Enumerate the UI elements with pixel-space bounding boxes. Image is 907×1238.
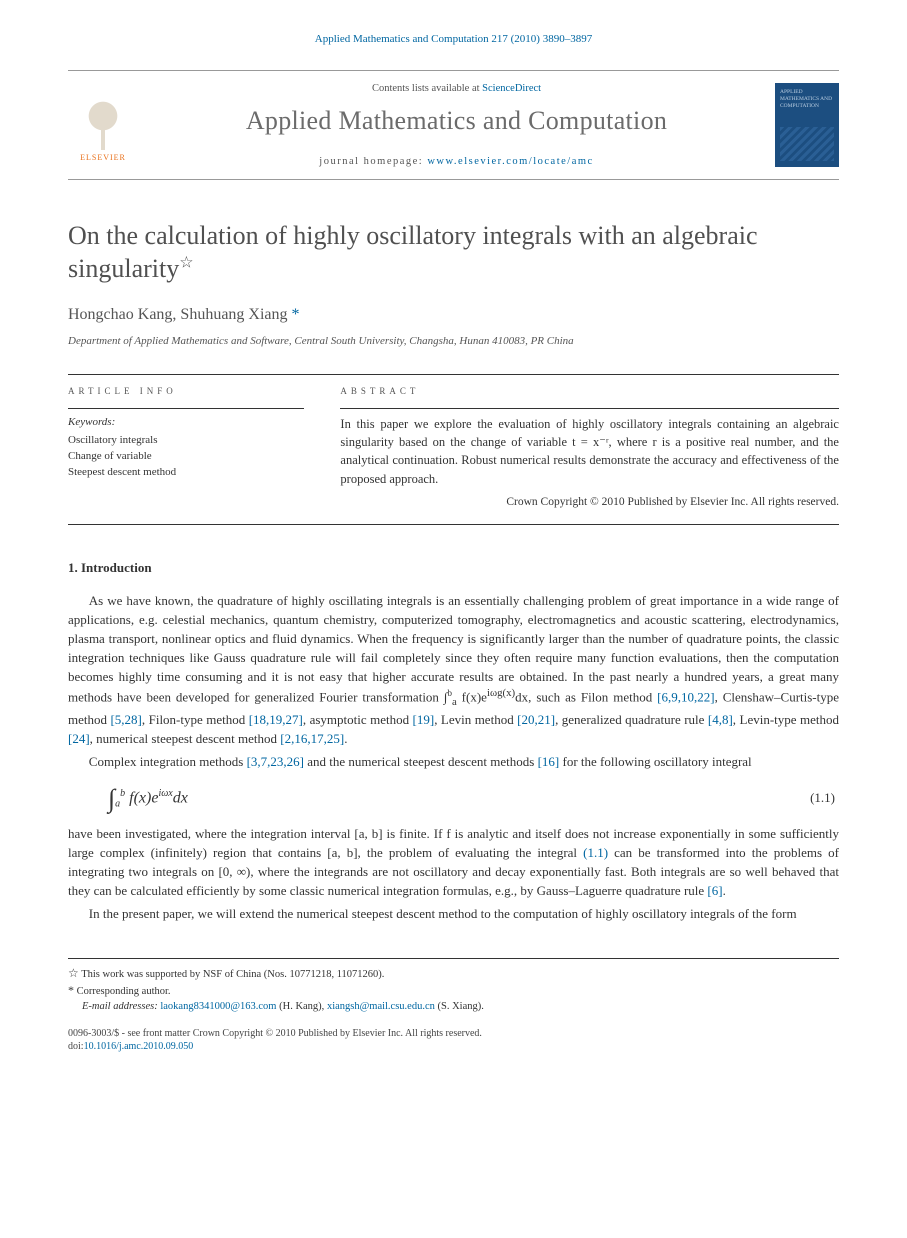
- section-heading: 1. Introduction: [68, 559, 839, 578]
- equation-row: ∫ab f(x)eiωxdx (1.1): [108, 780, 839, 818]
- keyword-item: Oscillatory integrals: [68, 433, 304, 449]
- homepage-prefix: journal homepage:: [319, 156, 427, 167]
- int-lower: a: [115, 798, 120, 809]
- text: (S. Xiang).: [435, 1001, 484, 1012]
- ref-link[interactable]: [16]: [538, 754, 560, 769]
- authors-text: Hongchao Kang, Shuhuang Xiang: [68, 306, 288, 323]
- footnote-emails: E-mail addresses: laokang8341000@163.com…: [68, 999, 839, 1014]
- text: , Filon-type method: [142, 712, 249, 727]
- elsevier-logo: ELSEVIER: [68, 86, 138, 164]
- title-text: On the calculation of highly oscillatory…: [68, 221, 758, 283]
- abstract-text: In this paper we explore the evaluation …: [340, 415, 839, 488]
- footnotes: ☆ This work was supported by NSF of Chin…: [68, 958, 839, 1015]
- contents-line: Contents lists available at ScienceDirec…: [152, 81, 761, 96]
- body-paragraph: As we have known, the quadrature of high…: [68, 592, 839, 749]
- int-upper: b: [120, 788, 125, 799]
- footnote-text: Corresponding author.: [77, 986, 171, 997]
- affiliation: Department of Applied Mathematics and So…: [68, 334, 839, 350]
- text: f(x)e: [457, 690, 487, 705]
- info-abstract-row: article info Keywords: Oscillatory integ…: [68, 374, 839, 525]
- text: .: [344, 731, 347, 746]
- footnote-text: This work was supported by NSF of China …: [81, 969, 384, 980]
- doi-link[interactable]: 10.1016/j.amc.2010.09.050: [84, 1041, 194, 1052]
- keywords-head: Keywords:: [68, 415, 304, 431]
- contents-prefix: Contents lists available at: [372, 83, 482, 94]
- abstract-col: abstract In this paper we explore the ev…: [322, 375, 839, 524]
- corresponding-marker[interactable]: *: [292, 306, 300, 323]
- authors: Hongchao Kang, Shuhuang Xiang *: [68, 303, 839, 326]
- email-link[interactable]: xiangsh@mail.csu.edu.cn: [327, 1001, 435, 1012]
- title-footnote-marker: ☆: [179, 254, 193, 271]
- footnote-funding: ☆ This work was supported by NSF of Chin…: [68, 965, 839, 982]
- journal-cover-thumb: APPLIED MATHEMATICS AND COMPUTATION: [775, 83, 839, 167]
- ref-link[interactable]: [5,28]: [110, 712, 141, 727]
- article-info-col: article info Keywords: Oscillatory integ…: [68, 375, 322, 524]
- ref-link[interactable]: [20,21]: [517, 712, 555, 727]
- text: Complex integration methods: [89, 754, 247, 769]
- keyword-item: Change of variable: [68, 449, 304, 465]
- exp: iωx: [158, 788, 172, 799]
- ref-link[interactable]: [4,8]: [708, 712, 733, 727]
- homepage-line: journal homepage: www.elsevier.com/locat…: [152, 154, 761, 169]
- text: , numerical steepest descent method: [90, 731, 281, 746]
- ref-link[interactable]: [24]: [68, 731, 90, 746]
- abstract-copyright: Crown Copyright © 2010 Published by Else…: [340, 494, 839, 511]
- body-paragraph: have been investigated, where the integr…: [68, 825, 839, 900]
- ref-link[interactable]: [2,16,17,25]: [280, 731, 344, 746]
- ref-link[interactable]: [18,19,27]: [249, 712, 303, 727]
- eq-ref-link[interactable]: (1.1): [583, 845, 608, 860]
- article-title: On the calculation of highly oscillatory…: [68, 220, 839, 285]
- text: (H. Kang),: [276, 1001, 326, 1012]
- keyword-item: Steepest descent method: [68, 465, 304, 481]
- ref-link[interactable]: [6,9,10,22]: [657, 690, 714, 705]
- ref-link[interactable]: [19]: [413, 712, 435, 727]
- running-head: Applied Mathematics and Computation 217 …: [68, 32, 839, 48]
- text: , Levin method: [434, 712, 517, 727]
- body-paragraph: Complex integration methods [3,7,23,26] …: [68, 753, 839, 772]
- doi-label: doi:: [68, 1041, 84, 1052]
- homepage-link[interactable]: www.elsevier.com/locate/amc: [427, 156, 593, 167]
- publisher-name: ELSEVIER: [80, 152, 126, 164]
- equation: ∫ab f(x)eiωxdx: [108, 780, 810, 818]
- text: .: [723, 883, 726, 898]
- page-footer: 0096-3003/$ - see front matter Crown Cop…: [68, 1027, 839, 1054]
- email-link[interactable]: laokang8341000@163.com: [160, 1001, 276, 1012]
- article-info-label: article info: [68, 385, 304, 398]
- ref-link[interactable]: [3,7,23,26]: [247, 754, 304, 769]
- emails-label: E-mail addresses:: [82, 1001, 158, 1012]
- abstract-label: abstract: [340, 385, 839, 398]
- text: for the following oscillatory integral: [559, 754, 751, 769]
- elsevier-tree-icon: [73, 92, 133, 152]
- sciencedirect-link[interactable]: ScienceDirect: [482, 83, 541, 94]
- asterisk-icon: *: [68, 983, 74, 997]
- exp: iωg(x): [487, 687, 515, 699]
- text: , Levin-type method: [733, 712, 839, 727]
- body-paragraph: In the present paper, we will extend the…: [68, 905, 839, 924]
- star-icon: ☆: [68, 966, 79, 980]
- journal-name: Applied Mathematics and Computation: [152, 102, 761, 140]
- text: and the numerical steepest descent metho…: [304, 754, 538, 769]
- text: dx, such as Filon method: [515, 690, 657, 705]
- text: As we have known, the quadrature of high…: [68, 593, 839, 705]
- footnote-corresponding: * Corresponding author.: [68, 982, 839, 999]
- ref-link[interactable]: [6]: [707, 883, 722, 898]
- equation-number: (1.1): [810, 789, 839, 808]
- text: , generalized quadrature rule: [555, 712, 708, 727]
- masthead: ELSEVIER Contents lists available at Sci…: [68, 70, 839, 180]
- text: , asymptotic method: [303, 712, 413, 727]
- footer-copyright: 0096-3003/$ - see front matter Crown Cop…: [68, 1027, 839, 1041]
